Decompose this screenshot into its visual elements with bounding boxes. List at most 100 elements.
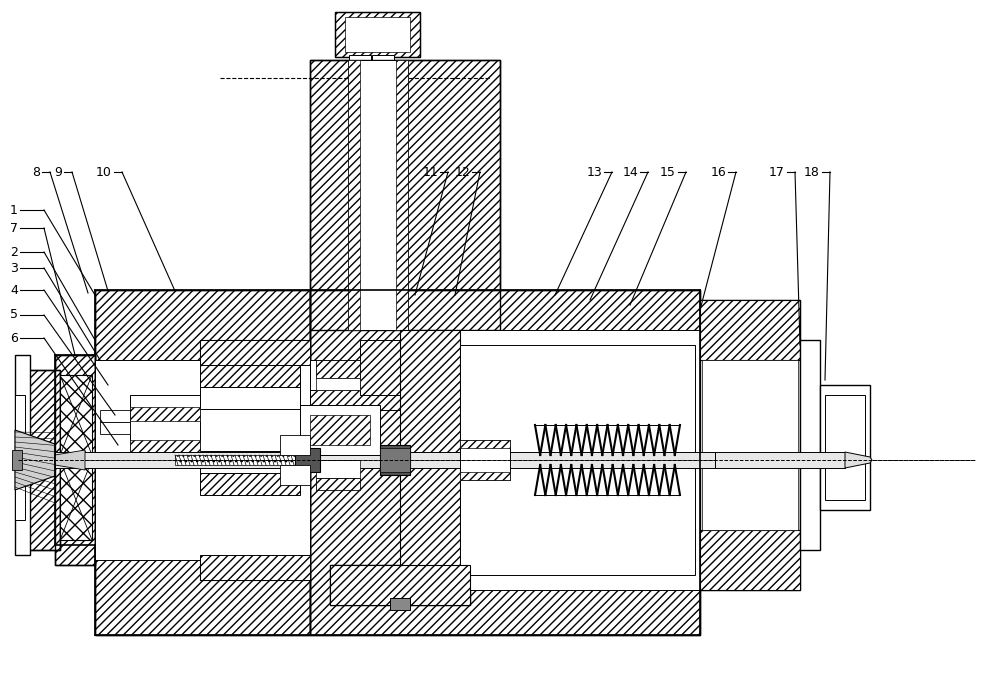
- Bar: [400, 330, 460, 460]
- Bar: [400, 330, 460, 460]
- Bar: [200, 387, 300, 409]
- Bar: [20, 460, 60, 550]
- Text: 16: 16: [710, 165, 726, 179]
- Polygon shape: [55, 450, 85, 470]
- Bar: [715, 452, 845, 468]
- Bar: [200, 451, 300, 473]
- Text: 11: 11: [422, 165, 438, 179]
- Text: 13: 13: [586, 165, 602, 179]
- Bar: [316, 360, 360, 378]
- Bar: [310, 460, 700, 635]
- Text: 10: 10: [96, 165, 112, 179]
- Bar: [95, 360, 310, 460]
- Bar: [200, 473, 300, 495]
- Bar: [200, 340, 310, 365]
- Bar: [175, 455, 295, 465]
- Text: 12: 12: [454, 165, 470, 179]
- Bar: [700, 300, 800, 360]
- Bar: [335, 12, 420, 57]
- Text: 14: 14: [622, 165, 638, 179]
- Bar: [360, 340, 400, 395]
- Bar: [330, 565, 470, 605]
- Polygon shape: [15, 430, 55, 490]
- Text: 6: 6: [10, 332, 18, 345]
- Bar: [310, 460, 700, 635]
- Bar: [55, 355, 95, 460]
- Text: 17: 17: [769, 165, 785, 179]
- Bar: [55, 452, 715, 468]
- Bar: [20, 370, 60, 460]
- Text: 5: 5: [10, 309, 18, 322]
- Text: 1: 1: [10, 204, 18, 217]
- Bar: [200, 365, 300, 387]
- Bar: [95, 290, 310, 460]
- Bar: [15, 395, 25, 520]
- Bar: [460, 440, 510, 448]
- Bar: [460, 345, 695, 460]
- Text: 7: 7: [10, 222, 18, 234]
- Bar: [460, 460, 695, 575]
- Bar: [400, 460, 460, 590]
- Bar: [100, 422, 130, 434]
- Bar: [95, 290, 310, 460]
- Bar: [460, 440, 510, 480]
- Bar: [800, 340, 820, 550]
- Bar: [200, 365, 300, 387]
- Bar: [460, 472, 510, 480]
- Bar: [348, 60, 360, 330]
- Bar: [310, 390, 400, 410]
- Bar: [316, 478, 360, 490]
- Bar: [396, 60, 408, 330]
- Bar: [60, 460, 92, 540]
- Bar: [55, 460, 95, 565]
- Text: 9: 9: [54, 165, 62, 179]
- Bar: [12, 450, 22, 470]
- Bar: [130, 440, 200, 454]
- Bar: [349, 55, 371, 70]
- Bar: [200, 555, 310, 580]
- Text: 8: 8: [32, 165, 40, 179]
- Bar: [316, 460, 360, 478]
- Bar: [310, 60, 500, 330]
- Bar: [330, 565, 470, 605]
- Bar: [130, 407, 200, 421]
- Bar: [400, 460, 460, 590]
- Bar: [702, 360, 798, 530]
- Bar: [400, 330, 700, 460]
- Bar: [20, 370, 60, 460]
- Bar: [820, 385, 870, 510]
- Bar: [15, 355, 30, 555]
- Bar: [390, 598, 410, 610]
- Bar: [700, 530, 800, 590]
- Bar: [316, 378, 360, 390]
- Bar: [348, 60, 408, 330]
- Text: 15: 15: [660, 165, 676, 179]
- Text: 18: 18: [804, 165, 820, 179]
- Bar: [310, 60, 500, 330]
- Bar: [310, 290, 700, 460]
- Bar: [400, 460, 700, 590]
- Bar: [95, 460, 310, 560]
- Bar: [380, 448, 410, 472]
- Bar: [55, 355, 95, 460]
- Bar: [372, 55, 394, 70]
- Bar: [310, 415, 370, 445]
- Text: 3: 3: [10, 261, 18, 275]
- Bar: [95, 460, 310, 635]
- Bar: [55, 460, 95, 565]
- Bar: [20, 460, 60, 550]
- Bar: [310, 360, 400, 390]
- Bar: [95, 460, 310, 635]
- Bar: [345, 17, 410, 52]
- Bar: [280, 465, 310, 485]
- Bar: [200, 555, 310, 580]
- Bar: [335, 12, 420, 57]
- Bar: [280, 435, 310, 455]
- Bar: [200, 340, 310, 365]
- Bar: [700, 300, 800, 590]
- Bar: [380, 445, 410, 475]
- Bar: [200, 473, 300, 495]
- Bar: [295, 448, 320, 472]
- Bar: [310, 290, 700, 460]
- Bar: [130, 395, 200, 451]
